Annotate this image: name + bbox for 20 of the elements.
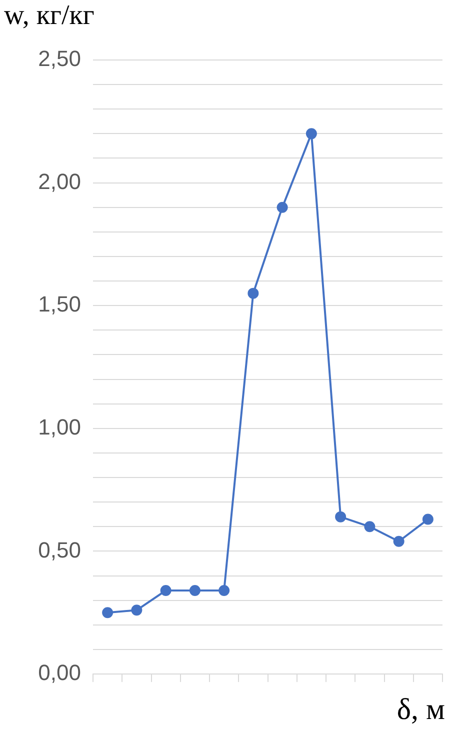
- point: [218, 584, 230, 596]
- point: [131, 604, 142, 616]
- y-tick-label: 0,00: [38, 660, 81, 686]
- y-tick-label: 1,50: [38, 292, 81, 317]
- point: [306, 128, 317, 140]
- y-tick-label: 1,00: [38, 414, 81, 440]
- point: [248, 288, 259, 299]
- y-tick-label: 2,00: [38, 168, 81, 194]
- point: [276, 202, 288, 213]
- point: [102, 607, 114, 618]
- x-axis-title: δ, м: [396, 693, 445, 727]
- y-axis-title: w, кг/кг: [4, 0, 94, 32]
- point: [393, 536, 404, 547]
- point: [160, 584, 172, 596]
- point: [364, 521, 376, 532]
- point: [335, 511, 346, 522]
- point: [422, 514, 434, 525]
- y-tick-label: 2,50: [38, 46, 81, 72]
- point: [189, 584, 200, 596]
- y-tick-label: 0,50: [38, 537, 81, 562]
